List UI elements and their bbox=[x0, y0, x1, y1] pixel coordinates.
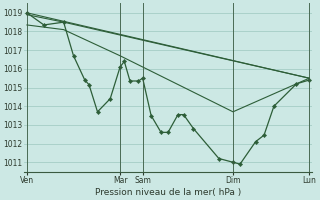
X-axis label: Pression niveau de la mer( hPa ): Pression niveau de la mer( hPa ) bbox=[95, 188, 241, 197]
